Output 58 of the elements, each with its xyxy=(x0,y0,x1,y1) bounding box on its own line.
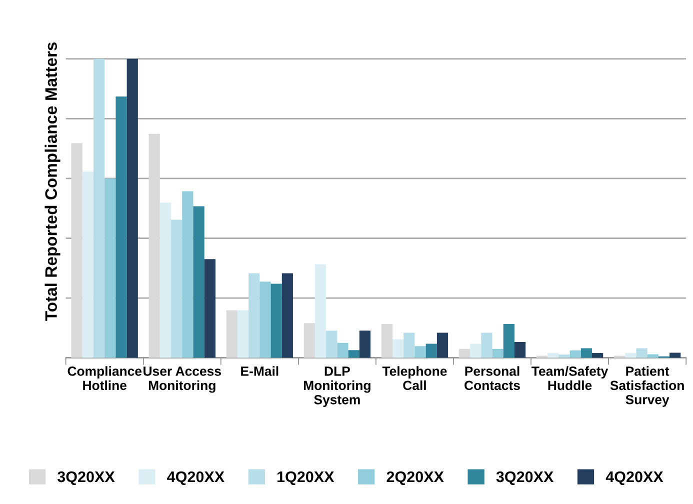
bar xyxy=(93,58,105,358)
bar xyxy=(126,58,138,358)
legend-label: 4Q20XX xyxy=(167,471,224,486)
bar xyxy=(481,332,492,358)
x-tick-label: Personal Contacts xyxy=(464,366,520,390)
bar xyxy=(71,143,82,358)
bar xyxy=(160,202,172,358)
bar xyxy=(359,330,371,358)
bar xyxy=(458,348,470,358)
y-axis-title: Total Reported Compliance Matters xyxy=(44,42,60,321)
bar xyxy=(592,353,604,358)
bar xyxy=(182,191,194,358)
bar xyxy=(580,348,592,358)
legend-label: 3Q20XX xyxy=(496,471,554,486)
bar xyxy=(104,178,116,358)
bar xyxy=(426,344,437,358)
x-tick-label: Telephone Call xyxy=(382,366,447,390)
bar xyxy=(282,273,293,358)
bar xyxy=(337,342,348,358)
x-tick-label: Team/Safety Huddle xyxy=(532,366,608,390)
legend-label: 2Q20XX xyxy=(386,471,444,486)
bar xyxy=(492,348,504,358)
bar xyxy=(470,344,482,358)
bar xyxy=(148,134,160,358)
bar xyxy=(392,339,404,358)
x-tick-label: Patient Satisfaction Survey xyxy=(610,366,684,407)
bar xyxy=(237,310,249,358)
bar xyxy=(326,330,338,358)
bar xyxy=(82,172,94,358)
bar xyxy=(436,332,448,358)
bar xyxy=(514,342,526,358)
bar xyxy=(260,282,271,358)
bar xyxy=(625,353,636,358)
bar xyxy=(193,206,204,358)
legend-label: 1Q20XX xyxy=(277,471,334,486)
bar xyxy=(304,323,315,358)
legend-label: 4Q20XX xyxy=(606,471,664,486)
bar xyxy=(381,324,392,358)
bar xyxy=(414,346,426,358)
x-tick-label: Compliance Hotline xyxy=(68,366,142,390)
x-tick-label: User Access Monitoring xyxy=(144,366,221,393)
bar xyxy=(558,354,570,358)
bar xyxy=(270,284,282,358)
bar xyxy=(503,324,514,358)
bar xyxy=(348,350,360,358)
bar xyxy=(116,96,127,358)
legend-label: 3Q20XX xyxy=(57,471,115,486)
bar xyxy=(248,273,260,358)
bar xyxy=(226,310,238,358)
bar xyxy=(570,350,581,358)
x-tick-label: E-Mail xyxy=(241,366,278,376)
bar xyxy=(171,220,182,358)
bar xyxy=(636,348,648,358)
bar xyxy=(548,353,559,358)
bar xyxy=(404,332,415,358)
bar xyxy=(204,259,216,358)
bar xyxy=(314,264,326,358)
x-tick-label: DLP Monitoring System xyxy=(304,366,370,407)
